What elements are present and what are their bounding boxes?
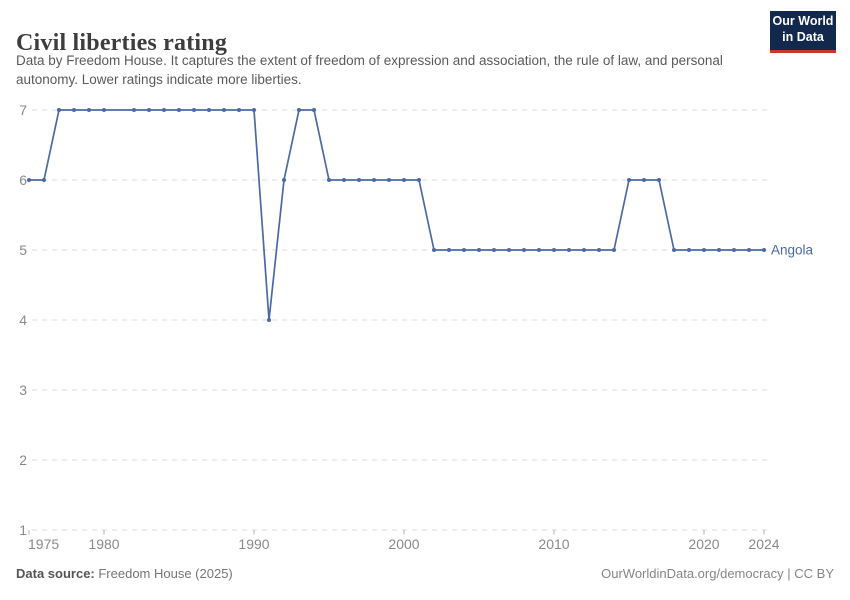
y-axis-label-5: 5 (19, 242, 27, 258)
data-point-1986[interactable] (192, 108, 196, 112)
data-point-2002[interactable] (432, 248, 436, 252)
data-point-2004[interactable] (462, 248, 466, 252)
data-point-1978[interactable] (72, 108, 76, 112)
data-point-2009[interactable] (537, 248, 541, 252)
series-line-angola[interactable] (29, 109, 764, 321)
data-point-2003[interactable] (447, 248, 451, 252)
data-point-2006[interactable] (492, 248, 496, 252)
logo-line-1: Our World (772, 14, 834, 28)
y-axis-label-2: 2 (19, 452, 27, 468)
y-axis-label-4: 4 (19, 312, 27, 328)
data-point-1994[interactable] (312, 108, 316, 112)
data-point-1983[interactable] (147, 108, 151, 112)
x-axis-label-2020: 2020 (688, 536, 719, 552)
data-point-1996[interactable] (342, 178, 346, 182)
data-point-1980[interactable] (102, 108, 106, 112)
data-point-2007[interactable] (507, 248, 511, 252)
data-point-2013[interactable] (597, 248, 601, 252)
data-point-1990[interactable] (252, 108, 256, 112)
data-point-2001[interactable] (417, 178, 421, 182)
data-point-2024[interactable] (762, 248, 766, 252)
logo-line-2: in Data (782, 29, 824, 44)
data-point-2014[interactable] (612, 248, 616, 252)
x-axis-label-2010: 2010 (538, 536, 569, 552)
data-point-1998[interactable] (372, 178, 376, 182)
data-point-1979[interactable] (87, 108, 91, 112)
data-point-1997[interactable] (357, 178, 361, 182)
data-point-2008[interactable] (522, 248, 526, 252)
data-point-1991[interactable] (267, 318, 271, 322)
y-axis-label-6: 6 (19, 172, 27, 188)
chart-canvas[interactable]: 1 2 3 4 5 6 7 1975 1980 1990 2000 2010 2020 2024 Angol… (0, 95, 850, 560)
data-source: Data source: Freedom House (2025) (16, 566, 233, 581)
subtitle-line-1: Data by Freedom House. It captures the e… (16, 53, 668, 68)
x-axis-label-2000: 2000 (388, 536, 419, 552)
data-point-1987[interactable] (207, 108, 211, 112)
data-point-1984[interactable] (162, 108, 166, 112)
x-axis-label-2024: 2024 (748, 536, 779, 552)
y-axis-label-1: 1 (19, 522, 27, 538)
x-axis-label-1975: 1975 (28, 536, 59, 552)
x-axis-label-1980: 1980 (88, 536, 119, 552)
data-point-1975[interactable] (27, 178, 31, 182)
page-title: Civil liberties rating (16, 30, 228, 57)
data-point-2010[interactable] (552, 248, 556, 252)
data-point-1999[interactable] (387, 178, 391, 182)
data-point-2020[interactable] (702, 248, 706, 252)
data-point-2016[interactable] (642, 178, 646, 182)
x-axis-label-1990: 1990 (238, 536, 269, 552)
data-point-2005[interactable] (477, 248, 481, 252)
chart-subtitle: Data by Freedom House. It captures the e… (16, 51, 761, 89)
data-point-1988[interactable] (222, 108, 226, 112)
owid-logo[interactable]: Our World in Data (770, 11, 836, 53)
data-point-1995[interactable] (327, 178, 331, 182)
data-point-1976[interactable] (42, 178, 46, 182)
data-point-1982[interactable] (132, 108, 136, 112)
y-axis-label-7: 7 (19, 102, 27, 118)
owid-url-license-link[interactable]: OurWorldinData.org/democracy | CC BY (601, 566, 834, 581)
data-point-1989[interactable] (237, 108, 241, 112)
y-axis-label-3: 3 (19, 382, 27, 398)
data-point-2018[interactable] (672, 248, 676, 252)
data-source-label: Data source: (16, 566, 95, 581)
data-point-2017[interactable] (657, 178, 661, 182)
data-point-2019[interactable] (687, 248, 691, 252)
series-entity-label[interactable]: Angola (771, 243, 814, 258)
data-source-value: Freedom House (2025) (94, 566, 233, 581)
subtitle-line-2: personal autonomy. Lower ratings indicat… (16, 53, 723, 88)
data-point-2021[interactable] (717, 248, 721, 252)
chart-footer: Data source: Freedom House (2025) OurWor… (16, 566, 834, 581)
data-point-2011[interactable] (567, 248, 571, 252)
data-point-1992[interactable] (282, 178, 286, 182)
data-point-2023[interactable] (747, 248, 751, 252)
data-point-1993[interactable] (297, 108, 301, 112)
data-point-1977[interactable] (57, 108, 61, 112)
data-point-2022[interactable] (732, 248, 736, 252)
data-point-2012[interactable] (582, 248, 586, 252)
data-point-2000[interactable] (402, 178, 406, 182)
data-point-1985[interactable] (177, 108, 181, 112)
data-point-2015[interactable] (627, 178, 631, 182)
